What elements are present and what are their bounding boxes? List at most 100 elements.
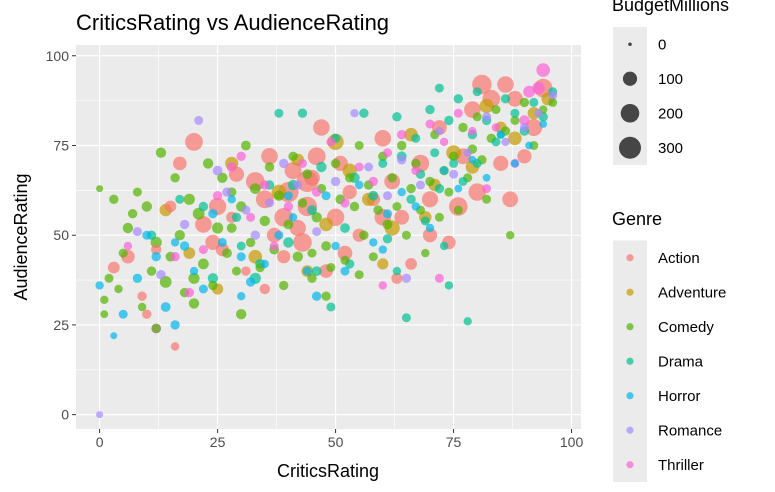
data-point-comedy <box>307 248 317 258</box>
data-point-drama <box>444 281 454 290</box>
data-point-horror <box>482 173 491 182</box>
data-point-comedy <box>249 183 261 195</box>
data-point-thriller <box>184 287 194 298</box>
data-point-comedy <box>283 219 294 230</box>
data-point-romance <box>312 227 322 237</box>
data-point-romance <box>241 205 251 215</box>
data-point-romance <box>449 169 459 179</box>
data-point-thriller <box>226 162 237 172</box>
data-point-action <box>421 191 439 208</box>
data-point-comedy <box>444 187 454 197</box>
data-point-drama <box>472 87 482 97</box>
data-point-romance <box>330 176 341 187</box>
data-point-comedy <box>292 251 303 262</box>
y-tick-label: 100 <box>46 48 70 64</box>
data-point-action <box>502 191 519 208</box>
color-legend-label: Drama <box>658 353 704 370</box>
data-point-comedy <box>392 202 402 211</box>
color-legend-swatch-comedy <box>626 323 634 331</box>
data-point-horror <box>160 302 171 312</box>
data-point-action <box>342 185 357 200</box>
data-point-action <box>507 90 523 107</box>
data-point-drama <box>316 161 327 173</box>
y-axis-ticks: 0 25 50 75 100 <box>46 48 76 423</box>
data-point-drama <box>274 108 284 118</box>
data-point-horror <box>227 195 236 204</box>
data-point-thriller <box>212 191 223 201</box>
data-point-thriller <box>378 281 387 290</box>
data-point-comedy <box>170 173 180 183</box>
data-point-thriller <box>532 81 545 95</box>
data-point-horror <box>383 209 392 219</box>
data-point-thriller <box>411 166 421 176</box>
data-point-comedy <box>458 122 468 133</box>
color-legend-swatch-drama <box>626 357 634 365</box>
data-point-comedy <box>354 270 364 280</box>
color-legend-swatch-adventure <box>626 288 634 296</box>
data-point-horror <box>369 238 378 247</box>
data-point-action <box>107 261 120 274</box>
data-point-action <box>185 133 203 151</box>
data-point-drama <box>359 108 369 118</box>
size-legend-title: BudgetMillions <box>612 0 729 15</box>
data-point-comedy <box>114 284 123 294</box>
data-point-comedy <box>146 266 157 276</box>
data-point-action <box>468 183 486 201</box>
data-point-comedy <box>141 201 152 212</box>
data-point-drama <box>510 108 520 118</box>
x-axis-title: CriticsRating <box>277 461 379 481</box>
data-point-comedy <box>183 193 195 205</box>
x-tick-label: 50 <box>328 434 344 450</box>
data-point-thriller <box>260 180 270 190</box>
y-tick-label: 0 <box>61 407 69 423</box>
data-point-horror <box>496 130 505 139</box>
data-point-comedy <box>491 105 501 115</box>
x-tick-label: 75 <box>446 434 462 450</box>
data-point-romance <box>350 109 359 118</box>
data-point-thriller <box>397 130 407 140</box>
data-point-comedy <box>198 258 209 270</box>
data-point-horror <box>525 141 533 150</box>
data-point-drama <box>458 176 468 186</box>
data-point-horror <box>208 209 218 219</box>
data-point-horror <box>245 277 256 287</box>
data-point-thriller <box>340 198 350 208</box>
data-point-comedy <box>226 223 237 233</box>
data-point-action <box>289 219 306 237</box>
data-point-horror <box>217 237 227 247</box>
data-point-thriller <box>269 241 279 251</box>
data-point-drama <box>529 97 539 107</box>
data-point-action <box>259 283 270 295</box>
y-tick-label: 75 <box>53 137 69 153</box>
data-point-comedy <box>188 272 200 284</box>
data-point-drama <box>382 234 393 244</box>
data-point-comedy <box>519 97 530 108</box>
color-legend: Action Adventure Comedy Drama Horror Romance T… <box>613 240 726 482</box>
data-point-drama <box>392 112 402 122</box>
data-point-drama <box>430 148 440 158</box>
data-point-comedy <box>321 291 331 301</box>
data-point-horror <box>170 238 180 247</box>
data-point-comedy <box>472 112 482 122</box>
data-point-action <box>307 147 326 166</box>
data-point-romance <box>435 126 444 136</box>
data-point-comedy <box>297 198 308 208</box>
data-point-thriller <box>439 137 449 147</box>
data-point-drama <box>198 201 209 212</box>
data-point-action <box>151 244 162 255</box>
data-point-action <box>142 309 152 319</box>
data-point-comedy <box>104 273 114 283</box>
data-point-comedy <box>232 266 241 276</box>
y-tick-label: 50 <box>53 227 69 243</box>
data-point-horror <box>236 252 246 262</box>
data-point-drama <box>434 183 445 194</box>
data-point-comedy <box>448 151 459 161</box>
data-point-drama <box>340 223 350 233</box>
data-point-action <box>493 155 509 171</box>
data-point-comedy <box>217 172 228 183</box>
data-point-horror <box>170 320 180 330</box>
data-point-comedy <box>151 323 161 334</box>
data-point-comedy <box>368 252 378 262</box>
data-point-action <box>241 266 251 276</box>
data-point-drama <box>420 216 430 226</box>
